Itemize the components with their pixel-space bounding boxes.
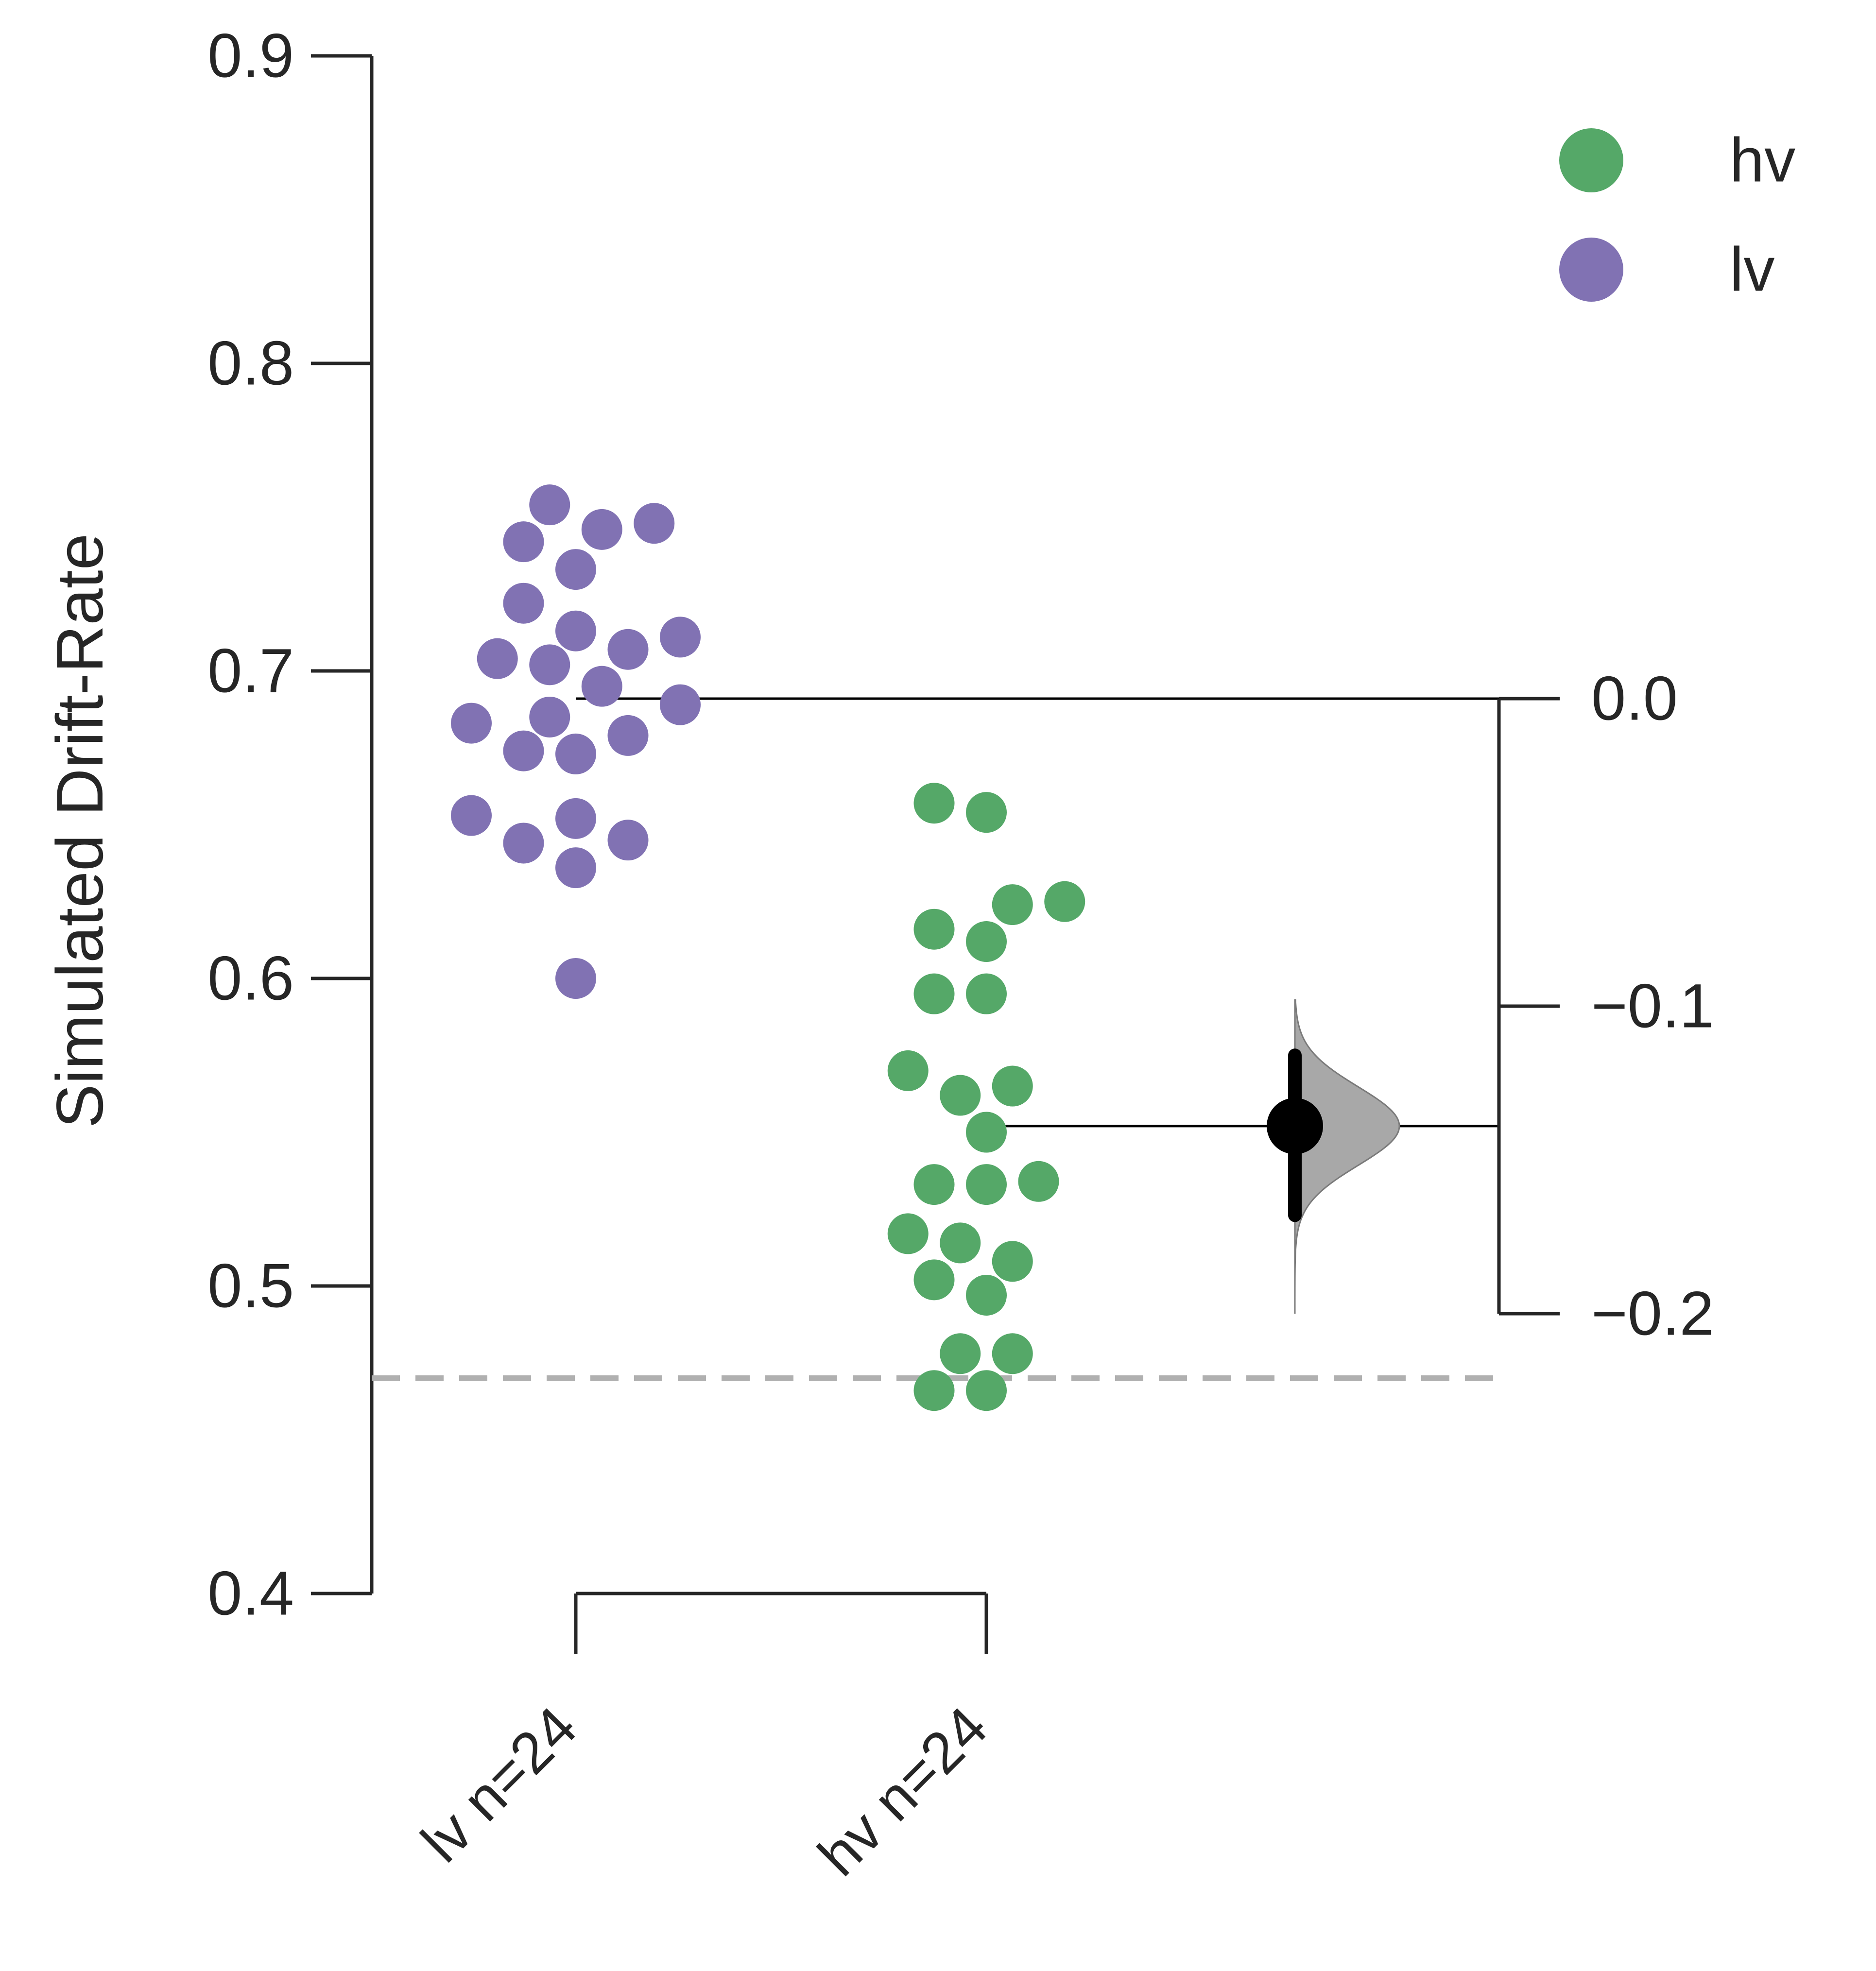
data-point-lv xyxy=(607,820,649,861)
data-point-lv xyxy=(581,666,622,707)
effect-axis-tick-label: −0.2 xyxy=(1591,1279,1714,1348)
data-point-hv xyxy=(887,1213,929,1254)
data-point-lv xyxy=(555,733,596,774)
data-point-hv xyxy=(887,1050,929,1091)
y-tick-label: 0.9 xyxy=(207,21,294,91)
legend-label: lv xyxy=(1730,235,1774,305)
data-points xyxy=(451,484,1085,1411)
data-point-hv xyxy=(992,884,1033,926)
effect-size-axis: 0.0 −0.1 −0.2 xyxy=(1497,664,1714,1348)
data-point-hv xyxy=(966,1164,1007,1205)
legend: hv lv xyxy=(1559,126,1795,305)
y-tick-label: 0.5 xyxy=(207,1251,294,1321)
data-point-hv xyxy=(966,1112,1007,1153)
legend-marker-hv xyxy=(1559,128,1623,192)
data-point-hv xyxy=(940,1075,981,1116)
data-point-lv xyxy=(477,638,518,679)
data-point-hv xyxy=(966,1370,1007,1411)
legend-marker-lv xyxy=(1559,238,1623,302)
data-point-lv xyxy=(451,795,492,836)
y-axis-title: Simulated Drift-Rate xyxy=(43,533,117,1128)
data-point-lv xyxy=(660,684,701,725)
data-point-lv xyxy=(555,958,596,999)
data-point-lv xyxy=(555,847,596,889)
y-tick-label: 0.8 xyxy=(207,329,294,398)
data-point-lv xyxy=(529,696,570,737)
data-point-hv xyxy=(966,792,1007,833)
effect-size-estimate xyxy=(1267,999,1400,1314)
data-point-lv xyxy=(555,798,596,839)
data-point-hv xyxy=(992,1333,1033,1374)
left-y-axis: 0.4 0.5 0.6 0.7 0.8 0.9 xyxy=(207,21,374,1628)
y-tick-label: 0.7 xyxy=(207,636,294,706)
data-point-lv xyxy=(555,549,596,590)
data-point-lv xyxy=(529,644,570,686)
data-point-hv xyxy=(913,1370,955,1411)
effect-axis-tick-label: −0.1 xyxy=(1591,971,1714,1041)
data-point-hv xyxy=(913,1164,955,1205)
data-point-hv xyxy=(966,1274,1007,1316)
data-point-hv xyxy=(913,1259,955,1301)
data-point-lv xyxy=(581,509,622,550)
data-point-lv xyxy=(555,610,596,651)
data-point-lv xyxy=(503,823,544,864)
data-point-hv xyxy=(966,973,1007,1014)
effect-size-point xyxy=(1267,1097,1323,1154)
data-point-hv xyxy=(913,908,955,950)
bootstrap-distribution xyxy=(1294,999,1400,1314)
legend-label: hv xyxy=(1730,126,1795,195)
data-point-lv xyxy=(503,730,544,771)
x-group-label: hv n=24 xyxy=(806,1695,999,1888)
data-point-hv xyxy=(1018,1161,1059,1202)
y-tick-label: 0.6 xyxy=(207,944,294,1013)
data-point-hv xyxy=(992,1241,1033,1282)
data-point-lv xyxy=(451,703,492,744)
x-group-label: lv n=24 xyxy=(409,1695,589,1875)
data-point-lv xyxy=(607,715,649,756)
data-point-hv xyxy=(940,1222,981,1264)
data-point-lv xyxy=(660,617,701,658)
data-point-lv xyxy=(607,629,649,670)
y-tick-label: 0.4 xyxy=(207,1559,294,1628)
data-point-hv xyxy=(1044,881,1085,922)
data-point-hv xyxy=(913,973,955,1014)
data-point-hv xyxy=(992,1065,1033,1107)
data-point-hv xyxy=(913,783,955,824)
data-point-lv xyxy=(503,583,544,624)
data-point-lv xyxy=(529,484,570,526)
x-group-axis: lv n=24 hv n=24 xyxy=(409,1592,999,1888)
data-point-hv xyxy=(966,921,1007,962)
effect-axis-tick-label: 0.0 xyxy=(1591,664,1678,733)
data-point-lv xyxy=(634,503,675,544)
mean-lines xyxy=(576,697,1499,1128)
data-point-hv xyxy=(940,1333,981,1374)
data-point-lv xyxy=(503,521,544,563)
